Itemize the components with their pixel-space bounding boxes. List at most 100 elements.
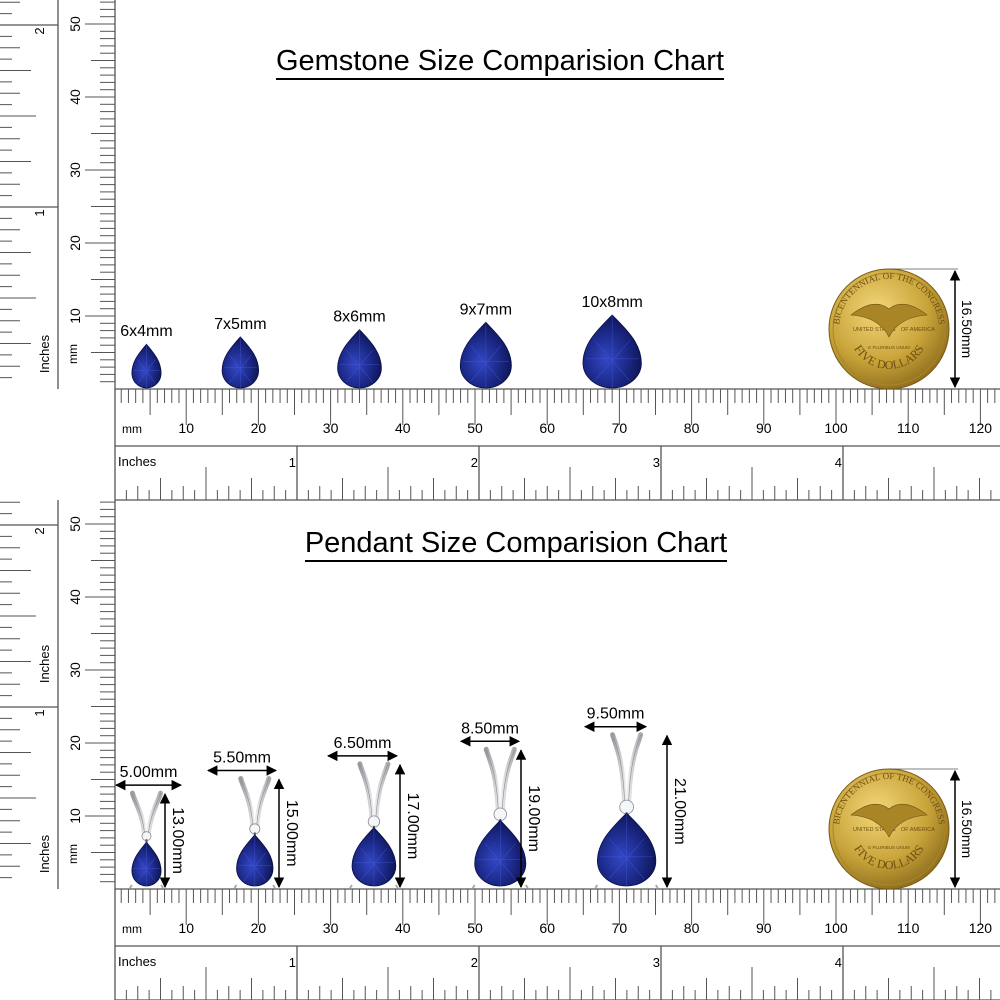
vertical-inches-axis-label: Inches xyxy=(37,834,52,873)
pendant-width-label: 6.50mm xyxy=(334,735,392,752)
stone-facets xyxy=(133,344,160,388)
mm-tick-label: 30 xyxy=(323,420,339,436)
vertical-mm-tick-label: 40 xyxy=(67,589,83,605)
stone-facets xyxy=(585,315,639,388)
pendant-stone xyxy=(474,819,527,887)
mm-tick-label: 50 xyxy=(467,420,483,436)
vertical-mm-axis-label: mm xyxy=(66,844,80,864)
vertical-inches-axis-label: Inches xyxy=(37,334,52,373)
mm-tick-label: 100 xyxy=(824,920,848,936)
mm-tick-label: 20 xyxy=(251,420,267,436)
pendant-height-label: 21.00mm xyxy=(671,778,688,845)
pendant-bail xyxy=(129,790,163,836)
gemstone-chart-title: Gemstone Size Comparision Chart xyxy=(0,45,1000,80)
mm-tick-label: 90 xyxy=(756,920,772,936)
pendant-width-label: 5.00mm xyxy=(120,764,178,781)
pendant-height-label: 19.00mm xyxy=(525,785,542,852)
pendant-bail-outline xyxy=(612,734,641,802)
coin-rim xyxy=(832,272,946,386)
pendant-stone xyxy=(351,827,397,887)
coin-rim xyxy=(832,772,946,886)
gemstone-10x8mm xyxy=(582,314,642,389)
gemstone-8x6mm xyxy=(337,329,382,389)
vertical-inch-tick-label: 2 xyxy=(32,527,47,534)
pendant-bail xyxy=(610,732,644,805)
pendant-stone xyxy=(131,841,162,887)
pendant-height-label: 15.00mm xyxy=(283,800,300,867)
stone-facets xyxy=(223,336,257,388)
mm-tick-label: 80 xyxy=(684,920,700,936)
gemstone-size-label: 6x4mm xyxy=(120,323,172,340)
mm-tick-label: 90 xyxy=(756,420,772,436)
inch-tick-label: 2 xyxy=(471,455,478,470)
inch-tick-label: 1 xyxy=(289,455,296,470)
pendant-bail xyxy=(238,776,272,828)
stone-facets xyxy=(600,813,653,886)
coin-right-text: OF AMERICA xyxy=(901,827,935,833)
gemstone-9x7mm xyxy=(459,321,512,389)
vertical-inch-tick-label: 2 xyxy=(32,27,47,34)
coin-dimension-label: 16.50mm xyxy=(959,800,975,858)
vertical-mm-tick-label: 40 xyxy=(67,89,83,105)
mm-tick-label: 10 xyxy=(178,420,194,436)
vertical-inch-tick-label: 1 xyxy=(32,709,47,716)
pendant-5: 9.50mm 21.00mm xyxy=(583,706,688,889)
vertical-mm-tick-label: 50 xyxy=(67,516,83,532)
vertical-inch-tick-label: 1 xyxy=(32,209,47,216)
mm-tick-label: 60 xyxy=(539,420,555,436)
gemstone-chart-title-text: Gemstone Size Comparision Chart xyxy=(275,45,725,80)
stone-facets xyxy=(238,834,272,886)
pendant-bail-outline xyxy=(485,749,515,810)
vertical-mm-tick-label: 10 xyxy=(67,308,83,324)
gemstone-size-label: 8x6mm xyxy=(333,309,385,326)
eagle-emblem xyxy=(850,803,928,838)
mm-tick-label: 30 xyxy=(323,920,339,936)
pendant-stone xyxy=(597,812,657,887)
mm-tick-label: 40 xyxy=(395,920,411,936)
coin-motto: E PLURIBUS UNUM xyxy=(868,845,910,850)
accent-diamond xyxy=(367,815,381,828)
stone-facets xyxy=(133,842,160,886)
stone-facets xyxy=(477,820,524,886)
vertical-mm-tick-label: 10 xyxy=(67,808,83,824)
vertical-mm-tick-label: 50 xyxy=(67,16,83,32)
inch-tick-label: 4 xyxy=(835,955,842,970)
stone-facets xyxy=(462,322,509,388)
accent-diamond xyxy=(619,799,634,815)
mm-tick-label: 110 xyxy=(897,420,920,436)
vertical-mm-axis-label: mm xyxy=(66,344,80,364)
inches-axis-label: Inches xyxy=(118,954,157,969)
mm-tick-label: 50 xyxy=(467,920,483,936)
coin-dimension-label: 16.50mm xyxy=(959,300,975,358)
mm-axis-label: mm xyxy=(122,422,142,436)
vertical-mm-tick-label: 30 xyxy=(67,162,83,178)
prong xyxy=(594,884,659,889)
stone-facets xyxy=(354,827,394,886)
inch-tick-label: 4 xyxy=(835,455,842,470)
pendant-4: 8.50mm 19.00mm xyxy=(459,720,542,889)
mm-tick-label: 80 xyxy=(684,420,700,436)
mm-tick-label: 10 xyxy=(178,920,194,936)
pendant-width-label: 5.50mm xyxy=(213,750,271,767)
inches-axis-label: Inches xyxy=(118,454,157,469)
mm-tick-label: 20 xyxy=(251,920,267,936)
accent-diamond xyxy=(249,823,261,835)
mm-tick-label: 70 xyxy=(612,920,628,936)
pendant-bail-outline xyxy=(359,763,389,818)
pendant-3: 6.50mm 17.00mm xyxy=(326,735,421,889)
pendant-bail xyxy=(483,746,517,812)
coin-right-text: OF AMERICA xyxy=(901,327,935,333)
inch-tick-label: 3 xyxy=(653,955,660,970)
pendant-bail-outline xyxy=(240,778,270,826)
mm-tick-label: 60 xyxy=(539,920,555,936)
vertical-mm-tick-label: 30 xyxy=(67,662,83,678)
mm-axis-label: mm xyxy=(122,922,142,936)
pendant-bail xyxy=(357,761,391,820)
vertical-mm-tick-label: 20 xyxy=(67,235,83,251)
